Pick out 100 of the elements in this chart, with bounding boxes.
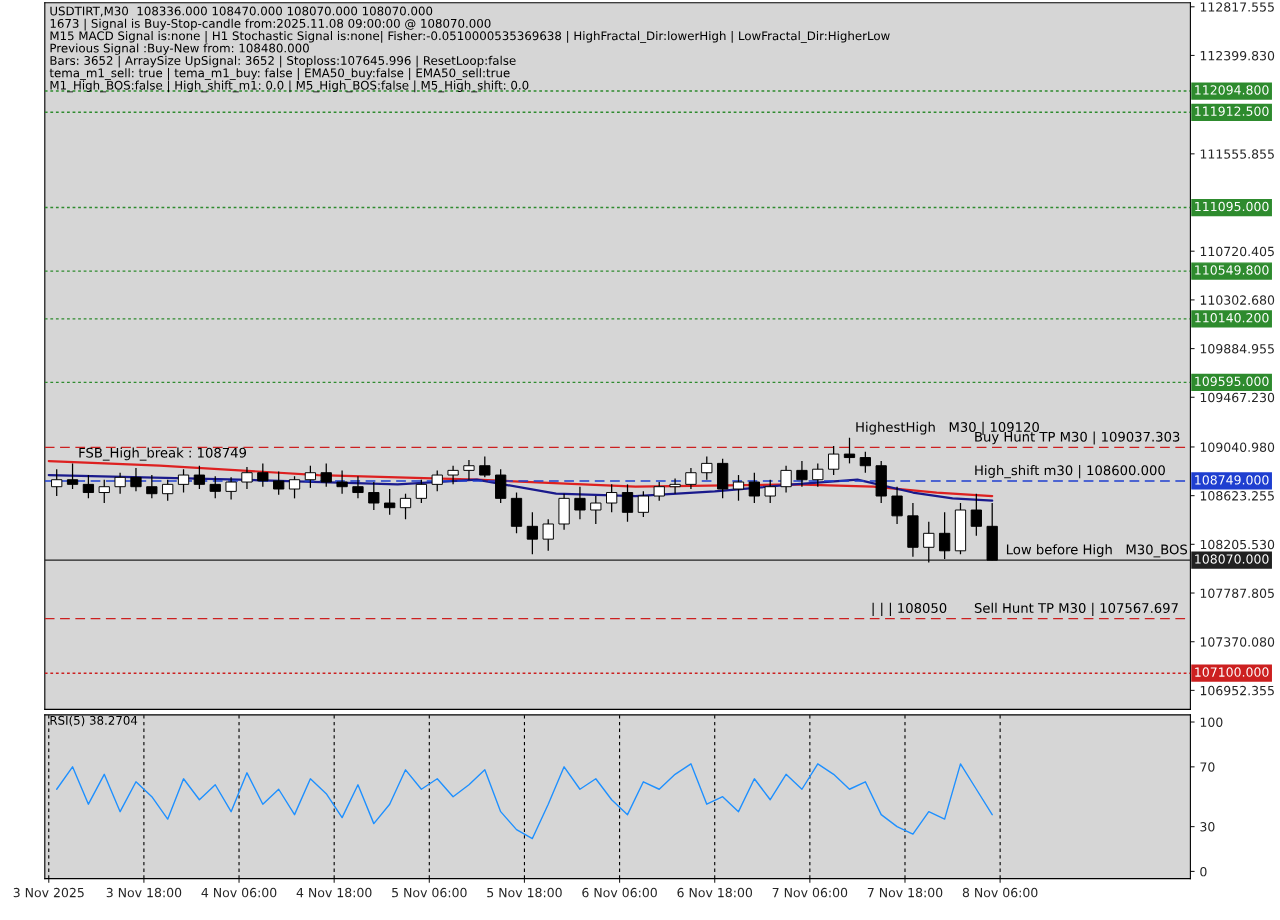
candlestick [98,479,110,504]
candlestick [685,467,697,490]
candlestick [923,521,935,564]
candlestick [590,495,602,525]
candlestick [352,475,364,499]
annotation: Bars: 3652 | ArraySize UpSignal: 3652 | Stoploss:107645.996 | ResetLoop:false [50,55,516,68]
candlestick [812,462,824,488]
candlestick [495,468,507,504]
annotation: | | | 108050 [872,602,947,616]
candlestick [66,462,79,490]
annotation: Previous Signal :Buy-New from: 108480.000 [50,43,309,55]
y-tick-label: 109040.980 [1200,442,1275,452]
ref-line-label: 111912.500 [1195,106,1269,116]
x-tick-label: 7 Nov 18:00 [867,887,943,898]
annotation: Low before High M30_BOS [1006,544,1188,558]
candlestick [653,481,665,502]
candlestick [368,481,380,511]
y-tick-label: 112399.830 [1200,50,1275,61]
candlestick [843,437,856,465]
x-tick-label: 5 Nov 06:00 [392,887,467,898]
x-tick-label: 4 Nov 06:00 [201,887,277,898]
ref-line-label: 108070.000 [1195,554,1269,564]
candlestick [130,467,142,492]
x-tick-label: 4 Nov 18:00 [296,887,372,898]
x-tick-label: 5 Nov 18:00 [487,887,562,898]
candlestick [526,511,539,555]
candlestick [431,469,443,492]
y-tick-label: 100 [1200,717,1223,727]
ref-line-label: 109595.000 [1195,376,1269,387]
ref-line-label: 111095.000 [1195,201,1269,212]
y-tick-label: 107787.805 [1200,588,1274,598]
candlestick [859,451,871,474]
candlestick [732,474,745,502]
candlestick [304,465,317,489]
x-tick-label: 6 Nov 06:00 [582,887,657,898]
ref-line-label: 110549.800 [1195,265,1269,275]
y-tick-label: 107370.080 [1200,637,1275,647]
y-tick-label: 30 [1200,822,1215,832]
candlestick [162,479,174,502]
candlestick [193,465,206,490]
x-tick-label: 3 Nov 18:00 [106,887,182,898]
ref-line-label: 108749.000 [1195,475,1269,485]
candlestick [225,476,237,501]
candlestick [970,493,982,537]
y-tick-label: 112817.555 [1200,2,1274,12]
candlestick [796,460,808,488]
candlestick [241,466,253,490]
x-tick-label: 6 Nov 18:00 [677,887,753,898]
candlestick [748,472,760,504]
y-tick-label: 110720.405 [1200,246,1274,257]
annotation: M1_High_BOS:false | High_shift_m1: 0.0 | M5_High_BOS:false | M5_High_shift: 0.0 [50,80,529,93]
candlestick [399,493,412,520]
candlestick [146,474,158,499]
y-tick-label: 108205.530 [1200,539,1275,550]
candlestick [320,462,332,488]
annotation: Sell Hunt TP M30 | 107567.697 [974,602,1178,616]
annotation: M15 MACD Signal is:none | H1 Stochastic Signal is:none| Fisher:-0.0510000535369638 | HighFractal_Dir:lowerHigh | LowFractal_Dir:HigherLow [50,31,890,43]
candlestick [621,483,634,523]
x-tick-label: 3 Nov 2025 [13,887,84,898]
candlestick [257,462,269,488]
candlestick [891,486,903,525]
candlestick [51,468,63,497]
chart-title: RSI(5) 38.2704 [50,715,138,727]
candlestick [669,477,681,495]
y-tick-label: 111555.855 [1200,149,1274,159]
ref-line-label: 112094.800 [1195,85,1269,95]
candlestick [606,483,618,513]
ref-line-label: 107100.000 [1195,667,1269,677]
annotation: tema_m1_sell: true | tema_m1_buy: false | EMA50_buy:false | EMA50_sell:true [49,68,510,80]
y-tick-label: 109467.230 [1200,392,1275,403]
candlestick [542,518,554,552]
candlestick [463,459,475,481]
line-series [55,763,993,840]
candlestick [637,490,650,518]
candlestick [336,469,348,495]
candlestick [273,470,285,496]
candlestick [82,474,95,499]
x-tick-label: 7 Nov 06:00 [772,887,848,898]
ref-line-label: 110140.200 [1195,313,1269,323]
candlestick [574,486,586,520]
y-tick-label: 0 [1200,866,1207,877]
candlestick [479,455,491,478]
candlestick [288,475,301,499]
candlestick [764,479,776,504]
y-tick-label: 70 [1200,762,1215,772]
chart-title: USDTIRT,M30 108336.000 108470.000 108070.000 108070.000 [50,6,433,17]
y-tick-label: 106952.355 [1200,685,1274,696]
candlestick [701,455,713,481]
candlestick [780,465,792,494]
annotation: 1673 | Signal is Buy-Stop-candle from:2025.11.08 09:00:00 @ 108070.000 [50,18,491,31]
y-tick-label: 110302.680 [1200,295,1275,305]
candlestick [177,468,190,494]
x-tick-label: 8 Nov 06:00 [962,887,1038,898]
annotation: High_shift m30 | 108600.000 [975,465,1165,479]
candlestick [415,479,428,504]
candlestick [114,472,126,495]
y-tick-label: 109884.955 [1200,344,1274,354]
candlestick [938,511,951,560]
annotation: FSB_High_break : 108749 [79,447,247,461]
candlestick [828,445,840,476]
